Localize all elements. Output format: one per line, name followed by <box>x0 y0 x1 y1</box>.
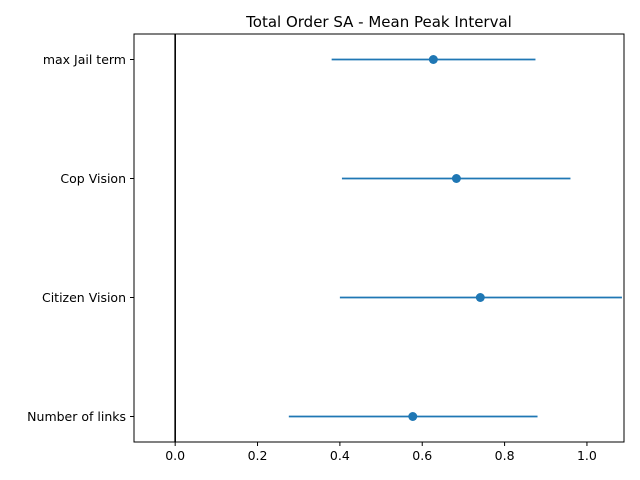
x-tick-label: 0.6 <box>412 448 432 463</box>
chart-title: Total Order SA - Mean Peak Interval <box>245 13 512 31</box>
data-point <box>408 412 418 421</box>
y-tick-label: max Jail term <box>43 52 126 67</box>
x-tick-label: 0.2 <box>248 448 268 463</box>
axes-frame <box>133 33 625 443</box>
data-point <box>451 174 461 183</box>
x-tick-label: 0.0 <box>165 448 185 463</box>
data-point <box>475 293 485 302</box>
y-tick-label: Citizen Vision <box>42 290 126 305</box>
x-tick-label: 0.4 <box>330 448 350 463</box>
x-tick-label: 0.8 <box>495 448 515 463</box>
y-tick-label: Number of links <box>27 409 126 424</box>
plot-area: 0.0 0.2 0.4 0.6 0.8 1.0 max Jail term Cop Visio… <box>27 34 622 463</box>
y-tick-label: Cop Vision <box>60 171 126 186</box>
data-point <box>428 55 438 64</box>
x-tick-label: 1.0 <box>577 448 597 463</box>
